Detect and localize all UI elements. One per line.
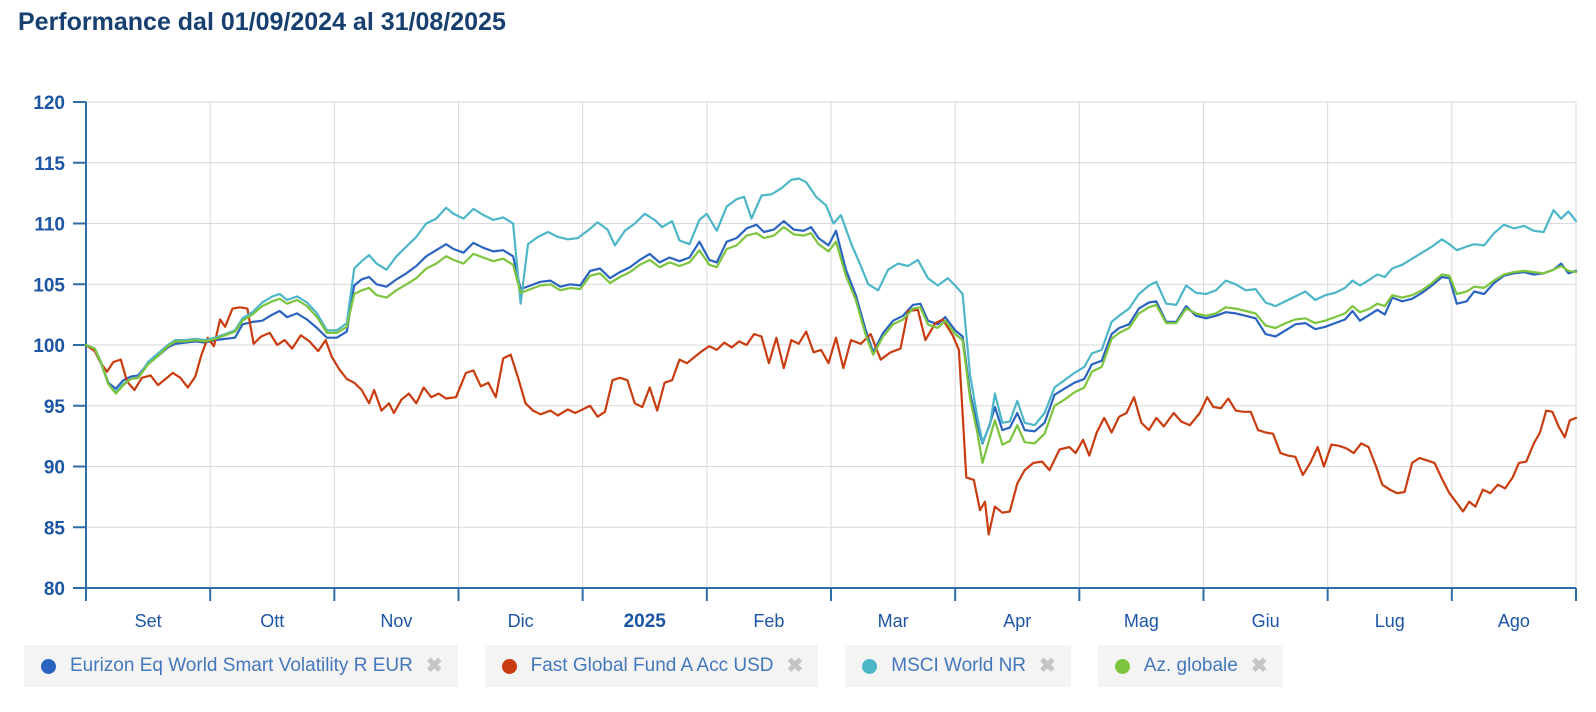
remove-series-icon[interactable]: ✖ bbox=[1039, 655, 1056, 677]
x-tick-label: Giu bbox=[1252, 611, 1280, 631]
remove-series-icon[interactable]: ✖ bbox=[425, 655, 443, 677]
x-tick-label: Ago bbox=[1498, 611, 1530, 631]
y-tick-label: 90 bbox=[44, 458, 65, 479]
legend-label: Az. globale bbox=[1143, 655, 1238, 676]
y-tick-label: 105 bbox=[33, 275, 65, 296]
series-line-msci-world bbox=[84, 177, 1578, 444]
y-tick-label: 100 bbox=[33, 336, 65, 357]
x-tick-label: Nov bbox=[380, 611, 412, 631]
remove-series-icon[interactable]: ✖ bbox=[1250, 655, 1268, 677]
series-line-fast-global bbox=[84, 306, 1578, 536]
legend-item-az-globale: Az. globale ✖ bbox=[1097, 645, 1283, 687]
x-tick-label: Mag bbox=[1124, 611, 1159, 631]
y-tick-label: 95 bbox=[44, 397, 66, 418]
x-tick-label: Ott bbox=[260, 611, 284, 631]
page-title: Performance dal 01/09/2024 al 31/08/2025 bbox=[18, 8, 506, 36]
legend-item-eurizon: Eurizon Eq World Smart Volatility R EUR … bbox=[24, 645, 458, 687]
y-tick-label: 115 bbox=[34, 154, 65, 175]
series-color-dot bbox=[501, 658, 517, 674]
x-tick-label: 2025 bbox=[624, 611, 667, 632]
series-color-dot bbox=[862, 658, 878, 674]
x-tick-label: Lug bbox=[1375, 611, 1405, 631]
remove-series-icon[interactable]: ✖ bbox=[786, 655, 804, 677]
y-tick-label: 85 bbox=[44, 518, 66, 539]
y-tick-label: 80 bbox=[44, 579, 65, 600]
y-tick-label: 120 bbox=[33, 93, 65, 114]
legend-label: Fast Global Fund A Acc USD bbox=[530, 655, 774, 676]
legend-item-msci-world: MSCI World NR ✖ bbox=[845, 645, 1071, 687]
legend-label: Eurizon Eq World Smart Volatility R EUR bbox=[70, 655, 413, 676]
legend-label: MSCI World NR bbox=[891, 655, 1027, 676]
x-tick-label: Feb bbox=[753, 611, 784, 631]
x-tick-label: Mar bbox=[878, 611, 909, 631]
series-line-az-globale bbox=[84, 226, 1578, 464]
x-tick-label: Apr bbox=[1003, 611, 1031, 631]
series-color-dot bbox=[41, 658, 56, 674]
legend-item-fast-global: Fast Global Fund A Acc USD ✖ bbox=[484, 645, 819, 687]
series-color-dot bbox=[1114, 658, 1130, 674]
series-line-eurizon bbox=[84, 220, 1578, 445]
chart-legend: Eurizon Eq World Smart Volatility R EUR … bbox=[24, 645, 1283, 687]
x-tick-label: Set bbox=[135, 611, 162, 631]
x-tick-label: Dic bbox=[508, 611, 534, 631]
y-tick-label: 110 bbox=[34, 215, 65, 236]
